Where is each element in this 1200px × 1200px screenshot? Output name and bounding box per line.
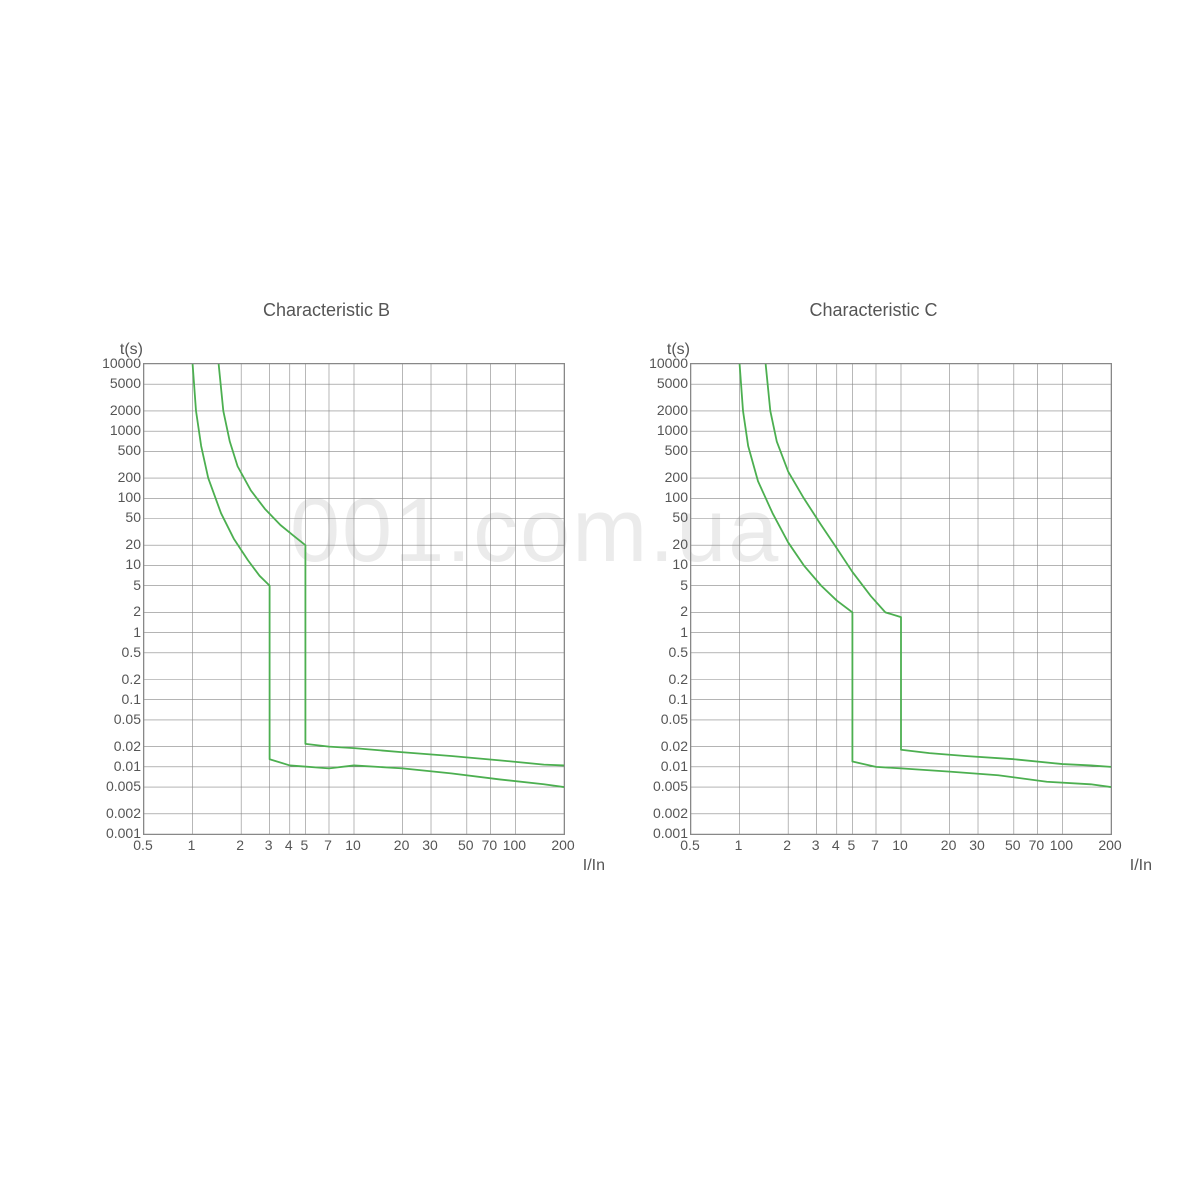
y-tick-label: 100 bbox=[118, 489, 141, 505]
y-tick-label: 2000 bbox=[110, 402, 141, 418]
y-tick-label: 20 bbox=[672, 536, 688, 552]
y-tick-label: 0.005 bbox=[106, 778, 141, 794]
x-tick-label: 3 bbox=[265, 837, 273, 853]
x-axis-label: I/In bbox=[583, 857, 605, 875]
y-tick-label: 10000 bbox=[649, 355, 688, 371]
chart-char-b: Characteristic Bt(s)0.0010.0020.0050.010… bbox=[88, 300, 565, 855]
y-tick-label: 1 bbox=[680, 624, 688, 640]
x-tick-label: 20 bbox=[394, 837, 410, 853]
y-tick-label: 1000 bbox=[657, 422, 688, 438]
y-tick-label: 200 bbox=[665, 469, 688, 485]
x-tick-label: 10 bbox=[892, 837, 908, 853]
y-tick-label: 5 bbox=[133, 577, 141, 593]
y-tick-label: 5000 bbox=[110, 375, 141, 391]
chart-title: Characteristic C bbox=[809, 300, 937, 321]
y-tick-label: 1 bbox=[133, 624, 141, 640]
plot-wrap: 0.51234571020305070100200I/In bbox=[690, 363, 1112, 855]
y-tick-label: 0.02 bbox=[114, 738, 141, 754]
x-tick-label: 2 bbox=[783, 837, 791, 853]
y-tick-label: 0.005 bbox=[653, 778, 688, 794]
x-tick-label: 50 bbox=[1005, 837, 1021, 853]
y-tick-label: 10000 bbox=[102, 355, 141, 371]
x-tick-label: 70 bbox=[1029, 837, 1045, 853]
x-tick-label: 4 bbox=[832, 837, 840, 853]
plot-svg bbox=[690, 363, 1112, 835]
y-tick-label: 0.01 bbox=[661, 758, 688, 774]
y-tick-label: 0.2 bbox=[122, 671, 141, 687]
x-tick-label: 50 bbox=[458, 837, 474, 853]
chart-char-c: Characteristic Ct(s)0.0010.0020.0050.010… bbox=[635, 300, 1112, 855]
trip-curve bbox=[740, 364, 1111, 787]
y-tick-label: 0.1 bbox=[122, 691, 141, 707]
trip-curve bbox=[193, 364, 564, 787]
y-tick-label: 0.05 bbox=[114, 711, 141, 727]
x-tick-label: 1 bbox=[735, 837, 743, 853]
axis-row: 0.0010.0020.0050.010.020.050.10.20.51251… bbox=[635, 363, 1112, 855]
y-tick-label: 5000 bbox=[657, 375, 688, 391]
y-ticks: 0.0010.0020.0050.010.020.050.10.20.51251… bbox=[88, 363, 143, 833]
y-tick-label: 2 bbox=[680, 603, 688, 619]
x-tick-label: 5 bbox=[301, 837, 309, 853]
page: 001.com.ua Characteristic Bt(s)0.0010.00… bbox=[0, 0, 1200, 1200]
x-tick-label: 100 bbox=[1050, 837, 1073, 853]
x-tick-label: 20 bbox=[941, 837, 957, 853]
x-tick-label: 30 bbox=[969, 837, 985, 853]
y-tick-label: 2000 bbox=[657, 402, 688, 418]
y-tick-label: 0.1 bbox=[669, 691, 688, 707]
grid bbox=[144, 364, 564, 834]
x-tick-label: 10 bbox=[345, 837, 361, 853]
x-tick-label: 2 bbox=[236, 837, 244, 853]
y-tick-label: 50 bbox=[672, 509, 688, 525]
charts-container: Characteristic Bt(s)0.0010.0020.0050.010… bbox=[0, 300, 1200, 855]
y-tick-label: 0.002 bbox=[653, 805, 688, 821]
y-tick-label: 50 bbox=[125, 509, 141, 525]
x-axis-label: I/In bbox=[1130, 857, 1152, 875]
y-tick-label: 1000 bbox=[110, 422, 141, 438]
x-tick-label: 1 bbox=[188, 837, 196, 853]
y-tick-label: 0.5 bbox=[669, 644, 688, 660]
chart-title: Characteristic B bbox=[263, 300, 390, 321]
plot-svg bbox=[143, 363, 565, 835]
y-ticks: 0.0010.0020.0050.010.020.050.10.20.51251… bbox=[635, 363, 690, 833]
x-tick-label: 7 bbox=[871, 837, 879, 853]
y-tick-label: 20 bbox=[125, 536, 141, 552]
x-tick-label: 5 bbox=[848, 837, 856, 853]
x-tick-label: 100 bbox=[503, 837, 526, 853]
x-tick-label: 4 bbox=[285, 837, 293, 853]
y-tick-label: 0.05 bbox=[661, 711, 688, 727]
y-tick-label: 0.5 bbox=[122, 644, 141, 660]
x-tick-label: 3 bbox=[812, 837, 820, 853]
y-tick-label: 0.02 bbox=[661, 738, 688, 754]
y-tick-label: 10 bbox=[125, 556, 141, 572]
axis-row: 0.0010.0020.0050.010.020.050.10.20.51251… bbox=[88, 363, 565, 855]
y-tick-label: 500 bbox=[665, 442, 688, 458]
x-tick-label: 200 bbox=[551, 837, 574, 853]
y-tick-label: 5 bbox=[680, 577, 688, 593]
x-tick-label: 200 bbox=[1098, 837, 1121, 853]
x-tick-label: 70 bbox=[482, 837, 498, 853]
y-tick-label: 500 bbox=[118, 442, 141, 458]
x-tick-label: 0.5 bbox=[133, 837, 152, 853]
y-tick-label: 200 bbox=[118, 469, 141, 485]
x-tick-label: 0.5 bbox=[680, 837, 699, 853]
x-tick-label: 7 bbox=[324, 837, 332, 853]
y-tick-label: 0.2 bbox=[669, 671, 688, 687]
y-tick-label: 0.002 bbox=[106, 805, 141, 821]
plot-wrap: 0.51234571020305070100200I/In bbox=[143, 363, 565, 855]
y-tick-label: 2 bbox=[133, 603, 141, 619]
y-tick-label: 100 bbox=[665, 489, 688, 505]
x-ticks: 0.51234571020305070100200 bbox=[690, 835, 1110, 855]
y-tick-label: 0.01 bbox=[114, 758, 141, 774]
x-tick-label: 30 bbox=[422, 837, 438, 853]
x-ticks: 0.51234571020305070100200 bbox=[143, 835, 563, 855]
y-tick-label: 10 bbox=[672, 556, 688, 572]
